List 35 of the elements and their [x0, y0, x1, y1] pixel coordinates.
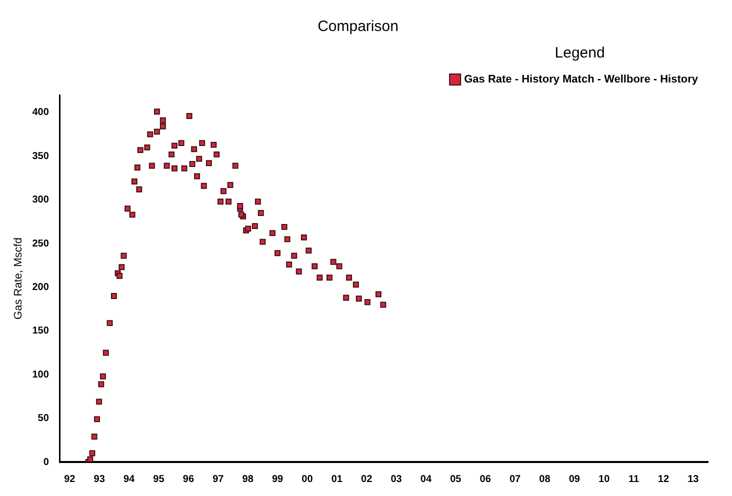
y-tick-label: 400 [32, 107, 50, 118]
legend-label: Gas Rate - History Match - Wellbore - History [464, 74, 699, 86]
x-tick-label: 95 [153, 474, 165, 485]
x-tick-label: 10 [598, 474, 610, 485]
x-tick-label: 97 [212, 474, 224, 485]
x-tick-label: 05 [450, 474, 462, 485]
x-tick-label: 99 [272, 474, 284, 485]
x-tick-label: 92 [64, 474, 76, 485]
y-axis-title: Gas Rate, Mscfd [12, 238, 25, 320]
y-tick-label: 0 [43, 456, 50, 468]
y-tick-label: 150 [32, 326, 50, 337]
x-tick-label: 98 [242, 474, 254, 485]
y-tick-label: 50 [38, 413, 50, 424]
y-tick-label: 250 [32, 238, 50, 250]
x-tick-label: 12 [658, 474, 670, 485]
x-tick-label: 06 [480, 474, 492, 485]
x-tick-label: 04 [420, 474, 432, 485]
x-tick-label: 01 [331, 474, 343, 485]
x-tick-label: 13 [688, 474, 700, 485]
x-tick-label: 08 [539, 474, 551, 485]
x-tick-label: 09 [568, 474, 580, 485]
x-tick-label: 00 [302, 474, 314, 485]
y-tick-label: 100 [32, 369, 50, 380]
legend-title: Legend [554, 44, 605, 62]
chart-title: Comparison [318, 18, 398, 36]
x-tick-label: 96 [182, 474, 194, 485]
x-tick-label: 07 [509, 474, 522, 485]
x-tick-label: 94 [124, 474, 136, 485]
x-tick-label: 11 [628, 474, 640, 485]
y-tick-label: 200 [32, 282, 50, 293]
x-tick-label: 02 [361, 474, 373, 485]
x-tick-label: 03 [390, 474, 402, 485]
x-tick-label: 93 [94, 474, 106, 485]
y-tick-label: 300 [32, 194, 50, 206]
y-tick-label: 350 [32, 150, 50, 162]
